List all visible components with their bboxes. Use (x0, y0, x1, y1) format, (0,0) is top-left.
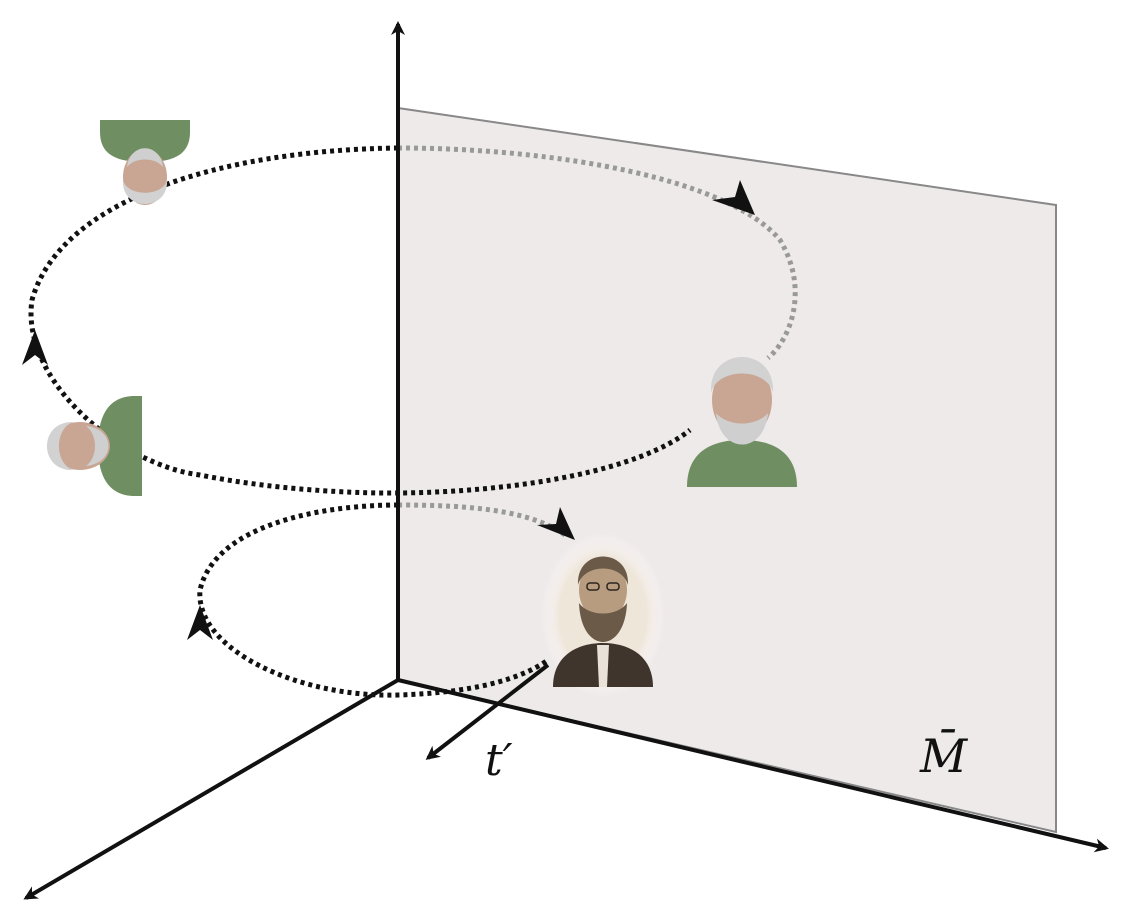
upper-loop-front (28, 145, 692, 496)
time-axis-arrow (425, 663, 550, 760)
portrait-upside-down (100, 120, 190, 205)
loop-arrow-lower-left (187, 605, 213, 640)
loop-arrow-lower-right (537, 507, 575, 540)
upper-loop-behind (397, 145, 798, 360)
lower-loop (197, 502, 567, 698)
portrait-upright (687, 357, 797, 487)
time-axis-label: t′ (485, 735, 513, 786)
portrait-sepia (541, 533, 665, 697)
upper-loop (28, 145, 798, 496)
loop-arrow-left-up (22, 330, 48, 365)
right-axis (397, 678, 1109, 853)
manifold-label: M̄ (919, 728, 969, 783)
lower-loop-front (197, 502, 550, 698)
loop-arrow-top-right (712, 180, 755, 215)
lower-loop-behind (397, 502, 567, 538)
portrait-sideways (47, 396, 142, 496)
left-axis (23, 678, 400, 900)
